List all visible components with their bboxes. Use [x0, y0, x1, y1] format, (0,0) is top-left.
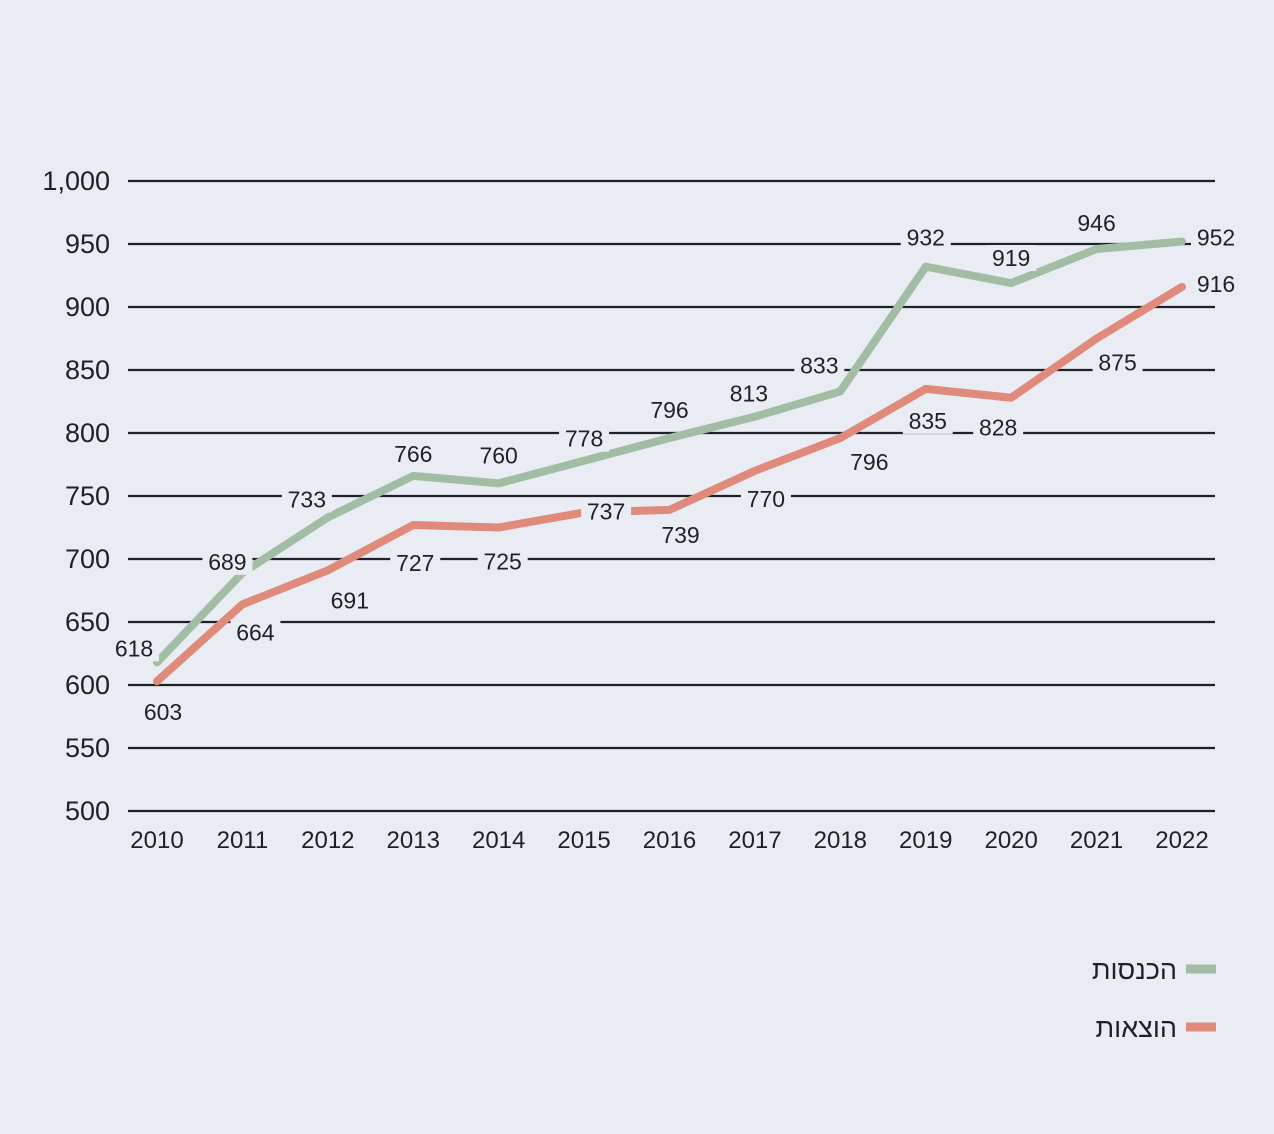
data-label-bg: [324, 587, 375, 614]
data-label: 737: [587, 498, 625, 524]
data-label: 603: [144, 699, 182, 725]
series-layer: [153, 237, 1186, 686]
data-label-bg: [281, 486, 332, 513]
data-label: 813: [730, 381, 768, 407]
x-tick-label: 2012: [301, 827, 354, 854]
y-tick-label: 900: [65, 292, 110, 322]
data-label: 919: [992, 245, 1030, 271]
data-label: 778: [565, 426, 603, 452]
data-label: 875: [1098, 350, 1136, 376]
data-label-bg: [138, 699, 188, 726]
data-label: 770: [747, 486, 785, 512]
y-tick-label: 750: [65, 481, 110, 511]
data-label: 739: [661, 522, 699, 548]
legend-label: הוצאות: [1096, 1013, 1177, 1043]
data-label: 760: [479, 442, 517, 468]
data-label-bg: [986, 245, 1037, 272]
data-label-bg: [973, 414, 1024, 441]
data-label: 727: [396, 550, 434, 576]
data-label-bg: [390, 549, 441, 576]
data-labels: 618 689 733 766 760 778 796 813 833 932 919 946 952 6…: [109, 210, 1241, 726]
data-label: 932: [907, 225, 945, 251]
data-label-bg: [473, 442, 524, 469]
y-axis: 500 550 600 650 700 750 800 850 900 950 1,000: [42, 166, 110, 826]
data-label: 796: [850, 449, 888, 475]
data-label: 664: [236, 619, 275, 645]
data-label: 828: [979, 415, 1017, 441]
x-tick-label: 2011: [217, 827, 269, 854]
data-label-bg: [559, 425, 610, 452]
y-tick-label: 700: [65, 544, 110, 574]
series-line-income: [153, 237, 1186, 667]
data-label-bg: [794, 352, 845, 379]
data-label-bg: [1092, 349, 1143, 376]
x-axis: 2010 2011 2012 2013 2014 2015 2016 2017 2018 2019…: [130, 827, 1208, 854]
data-label: 916: [1197, 271, 1235, 297]
x-tick-label: 2019: [899, 827, 952, 854]
data-label-bg: [644, 397, 695, 424]
data-label-bg: [581, 498, 632, 525]
data-label: 833: [800, 352, 838, 378]
data-label: 946: [1077, 210, 1115, 236]
data-label-bg: [202, 548, 253, 575]
y-tick-label: 600: [65, 670, 110, 700]
data-label: 766: [394, 441, 432, 467]
x-tick-label: 2013: [387, 827, 440, 854]
x-tick-label: 2018: [814, 827, 867, 854]
y-tick-label: 500: [65, 796, 110, 826]
data-label-bg: [655, 521, 706, 548]
x-tick-label: 2014: [472, 827, 525, 854]
data-label: 835: [909, 408, 947, 434]
data-label: 689: [208, 549, 246, 575]
data-label-bg: [1191, 224, 1241, 251]
legend: הכנסות הוצאות: [1092, 955, 1216, 1043]
data-label-bg: [109, 635, 159, 662]
y-tick-label: 800: [65, 418, 110, 448]
data-label-bg: [1071, 210, 1122, 237]
x-tick-label: 2015: [557, 827, 610, 854]
data-label: 796: [650, 397, 688, 423]
x-tick-label: 2016: [643, 827, 696, 854]
x-tick-label: 2010: [130, 827, 183, 854]
x-tick-label: 2020: [984, 827, 1037, 854]
x-tick-label: 2021: [1070, 827, 1123, 854]
x-tick-label: 2022: [1155, 827, 1208, 854]
data-label: 952: [1197, 224, 1235, 250]
legend-label: הכנסות: [1092, 955, 1177, 985]
data-label-bg: [723, 380, 774, 407]
y-tick-label: 850: [65, 355, 110, 385]
y-tick-label: 1,000: [42, 166, 110, 196]
data-label-bg: [388, 440, 439, 467]
data-label-bg: [844, 449, 895, 476]
y-tick-label: 550: [65, 733, 110, 763]
series-line-expenses: [153, 282, 1186, 686]
data-label-bg: [902, 407, 953, 434]
data-label-bg: [740, 485, 791, 512]
y-tick-label: 950: [65, 229, 110, 259]
data-label-bg: [1191, 270, 1241, 297]
data-label: 618: [115, 635, 153, 661]
data-label-bg: [230, 619, 281, 646]
y-tick-label: 650: [65, 607, 110, 637]
x-tick-label: 2017: [728, 827, 781, 854]
data-label: 733: [288, 486, 326, 512]
data-label: 691: [331, 587, 369, 613]
data-label-bg: [900, 224, 951, 251]
data-label: 725: [483, 549, 521, 575]
data-label-bg: [477, 548, 528, 575]
